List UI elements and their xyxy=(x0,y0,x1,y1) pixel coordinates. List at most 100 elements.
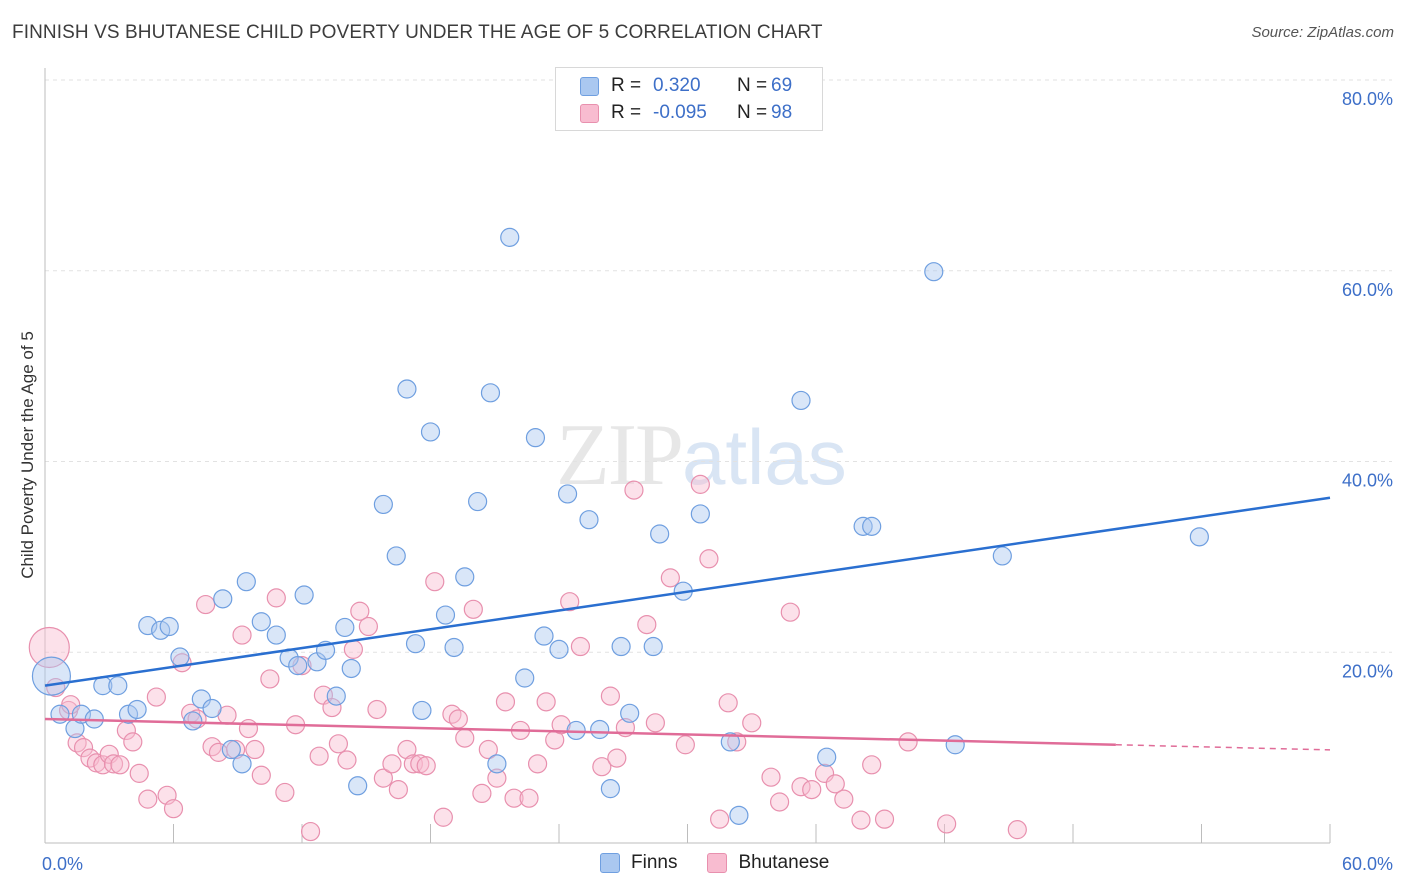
n-value: 98 xyxy=(771,102,793,123)
finns-point xyxy=(525,428,546,448)
finns-point xyxy=(579,510,599,530)
finns-point xyxy=(720,732,740,752)
bhutanese-point xyxy=(367,699,387,720)
bhutanese-point xyxy=(536,692,556,712)
finns-point xyxy=(862,516,882,536)
finns-point xyxy=(945,735,965,755)
bhutanese-point xyxy=(28,626,70,669)
bhutanese-point xyxy=(337,750,357,770)
n-label: N = xyxy=(737,102,768,123)
finns-point xyxy=(108,676,128,696)
bhutanese-point xyxy=(727,732,747,752)
finns-point xyxy=(202,698,222,719)
bhutanese-point xyxy=(519,788,539,808)
finns-point xyxy=(1189,527,1209,547)
finns-point xyxy=(373,494,393,515)
finns-point xyxy=(435,605,456,625)
finns-point xyxy=(405,634,426,654)
y-tick-label: 80.0% xyxy=(1342,89,1393,109)
finns-point xyxy=(650,524,670,544)
finns-point xyxy=(170,647,190,667)
bhutanese-point xyxy=(862,755,882,775)
source-label: Source: ZipAtlas.com xyxy=(1251,24,1394,41)
bhutanese-swatch xyxy=(580,103,599,123)
finns-point xyxy=(817,747,837,767)
bhutanese-point xyxy=(251,765,271,785)
bhutanese-point xyxy=(624,480,644,500)
bhutanese-point xyxy=(322,697,342,718)
bhutanese-point xyxy=(350,601,370,621)
finns-point xyxy=(515,668,535,688)
grid-lines xyxy=(45,79,1392,653)
bhutanese-point xyxy=(478,739,498,760)
finns-point xyxy=(480,383,501,403)
finns-point xyxy=(31,656,72,696)
finns-point xyxy=(232,754,252,774)
finns-point xyxy=(183,711,203,731)
legend-row-bhutanese: R = -0.095 N = 98 xyxy=(580,101,792,125)
bhutanese-point xyxy=(769,792,790,812)
n-value: 69 xyxy=(771,75,793,96)
bhutanese-trend-line xyxy=(44,717,1116,747)
bhutanese-point xyxy=(61,695,81,715)
y-tick-label: 20.0% xyxy=(1342,661,1393,681)
r-value: 0.320 xyxy=(653,75,701,96)
legend-item-finns: Finns xyxy=(600,852,677,874)
finns-point xyxy=(455,567,475,587)
bhutanese-point xyxy=(73,738,94,758)
bhutanese-point xyxy=(560,592,580,612)
finns-point xyxy=(590,719,610,740)
bhutanese-point xyxy=(309,746,329,766)
finns-point xyxy=(412,700,432,721)
r-label: R = xyxy=(611,75,642,96)
finns-point xyxy=(420,422,441,442)
bhutanese-point xyxy=(328,734,349,754)
bhutanese-point xyxy=(358,616,378,637)
bhutanese-point xyxy=(802,779,822,800)
series-legend: Finns Bhutanese xyxy=(600,852,859,874)
bhutanese-point xyxy=(472,783,492,804)
finns-point xyxy=(266,625,286,645)
bhutanese-point xyxy=(825,774,845,794)
finns-point xyxy=(341,658,361,679)
finns-point xyxy=(191,689,211,709)
bhutanese-point xyxy=(343,639,363,659)
finns-point xyxy=(487,754,507,774)
legend-row-finns: R = 0.320 N = 69 xyxy=(580,74,792,98)
finns-point xyxy=(611,636,631,657)
finns-point xyxy=(221,739,241,760)
bhutanese-point xyxy=(637,614,657,635)
finns-swatch xyxy=(580,76,599,96)
bhutanese-point xyxy=(373,768,393,788)
bhutanese-point xyxy=(699,549,719,569)
bhutanese-points xyxy=(28,474,1027,842)
bhutanese-point xyxy=(527,754,548,774)
bhutanese-point xyxy=(300,821,321,842)
bhutanese-point xyxy=(260,669,280,689)
bhutanese-point xyxy=(123,732,143,752)
bhutanese-legend-label: Bhutanese xyxy=(738,852,830,873)
bhutanese-point xyxy=(600,686,621,706)
bhutanese-point xyxy=(232,625,252,645)
y-tick-label: 60.0% xyxy=(1342,280,1393,300)
finns-point xyxy=(251,612,271,632)
bhutanese-point xyxy=(163,799,184,819)
bhutanese-point xyxy=(487,768,507,788)
bhutanese-point xyxy=(455,728,475,748)
finns-point xyxy=(444,637,464,658)
finns-point xyxy=(138,615,158,636)
bhutanese-point xyxy=(645,713,665,733)
bhutanese-point xyxy=(433,807,453,827)
finns-point xyxy=(690,504,710,524)
r-value: -0.095 xyxy=(653,102,707,123)
bhutanese-point xyxy=(570,636,591,657)
finns-point xyxy=(534,626,554,646)
finns-point xyxy=(549,639,569,659)
bhutanese-point xyxy=(551,715,571,735)
bhutanese-point xyxy=(463,599,483,619)
bhutanese-point xyxy=(425,572,445,592)
y-tick-label: 40.0% xyxy=(1342,471,1393,491)
bhutanese-point xyxy=(388,779,408,800)
chart-title: FINNISH VS BHUTANESE CHILD POVERTY UNDER… xyxy=(12,22,823,43)
